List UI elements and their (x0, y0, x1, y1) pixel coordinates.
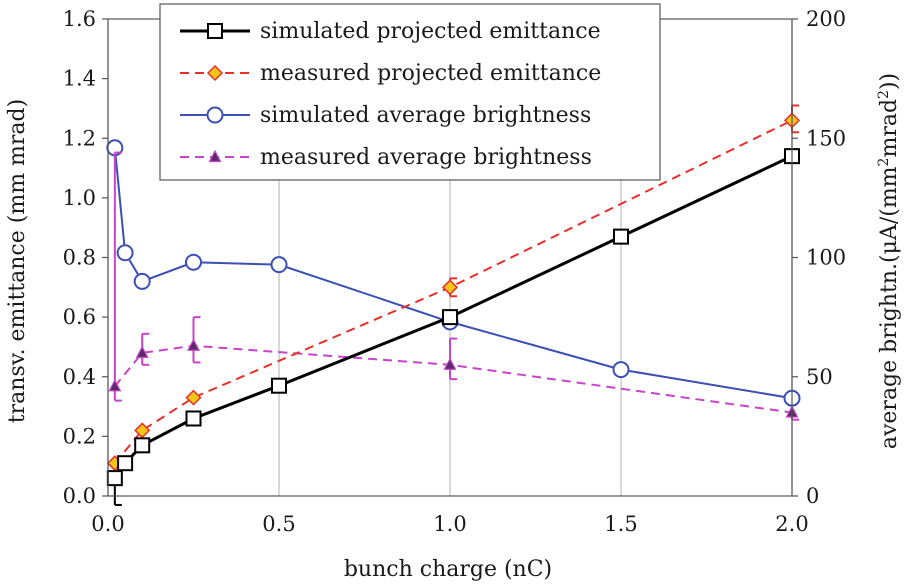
data-point (106, 470, 123, 487)
x-axis-title: bunch charge (nC) (344, 557, 552, 582)
legend-entry-label: measured projected emittance (260, 61, 601, 86)
legend-box (159, 3, 661, 181)
series-layer (106, 104, 801, 506)
legend-entry-label: simulated average brightness (260, 103, 591, 128)
data-point (134, 437, 151, 454)
data-point (135, 345, 149, 358)
legend-swatch-marker (206, 106, 224, 124)
y-tick-label: 1.0 (63, 186, 96, 210)
data-point (108, 378, 122, 392)
y-tick-label: 0.8 (63, 246, 96, 270)
y2-tick-label: 50 (806, 365, 833, 389)
x-tick-label: 0.0 (91, 512, 124, 536)
data-point (271, 377, 287, 394)
x-tick-label: 2.0 (775, 512, 808, 536)
axes: 0.0 0.5 1.0 1.5 2.0 0.0 0.2 0.4 0.6 0.8 1.0 1.2 1.4 1… (63, 7, 847, 536)
data-point (187, 338, 200, 351)
y-tick-label: 0.2 (63, 424, 96, 448)
x-tick-label: 1.0 (433, 512, 466, 536)
data-point (442, 309, 458, 326)
data-point (117, 455, 134, 472)
x-tick-label: 1.5 (604, 512, 637, 536)
y2-tick-label: 150 (806, 126, 846, 150)
y-tick-label: 0.0 (63, 484, 96, 508)
data-point (185, 253, 202, 271)
y-tick-label: 1.2 (63, 126, 96, 150)
legend-entry-label: simulated projected emittance (260, 19, 601, 44)
data-point (612, 361, 630, 379)
data-point (185, 410, 202, 427)
legend-swatch-marker (208, 149, 222, 163)
data-point (185, 389, 202, 406)
data-point (133, 272, 151, 290)
y-tick-label: 1.6 (63, 7, 96, 31)
data-point (441, 279, 459, 296)
y2-tick-label: 100 (806, 246, 846, 270)
legend: simulated projected emittance measured pr… (159, 3, 661, 181)
data-point (116, 244, 134, 262)
y-tick-label: 0.4 (63, 365, 96, 389)
series-line (113, 147, 793, 400)
data-point (613, 228, 629, 245)
y-axis-title: transv. emittance (mm mrad) (5, 99, 30, 423)
y-tick-label: 1.4 (63, 67, 96, 91)
y2-tick-label: 0 (806, 484, 819, 508)
data-point (443, 357, 457, 370)
legend-swatch-marker (206, 64, 224, 82)
legend-entry-label: measured average brightness (260, 145, 592, 170)
y-tick-label: 0.6 (63, 305, 96, 329)
x-tick-label: 0.5 (262, 512, 295, 536)
data-point (270, 256, 288, 274)
y2-tick-label: 200 (806, 7, 846, 31)
y2-axis-title: average brightn.(μA/(mm2mrad2)) (876, 73, 902, 449)
legend-swatch-marker (207, 23, 223, 39)
series-3 (108, 151, 799, 421)
series-1 (106, 104, 801, 472)
